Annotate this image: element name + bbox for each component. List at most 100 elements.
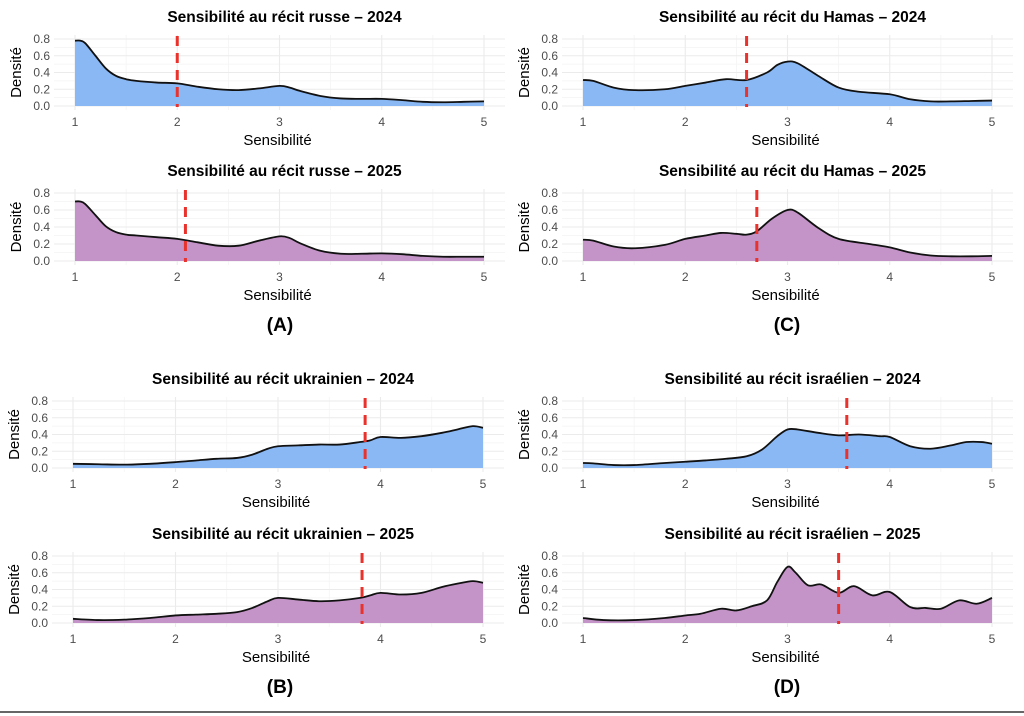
x-tick-label: 5 [481, 115, 488, 129]
y-tick-label: 0.6 [33, 203, 50, 217]
y-tick-label: 0.6 [541, 566, 558, 580]
y-axis-title: Densité [516, 564, 533, 615]
x-tick-label: 5 [989, 270, 996, 284]
density-area [73, 581, 483, 623]
chart-title: Sensibilité au récit ukrainien – 2025 [152, 526, 414, 543]
y-tick-label: 0.4 [541, 220, 558, 234]
y-tick-label: 0.0 [33, 99, 50, 113]
x-tick-label: 4 [886, 115, 893, 129]
x-axis-title: Sensibilité [751, 494, 819, 511]
y-tick-label: 0.2 [541, 237, 558, 251]
x-tick-label: 3 [276, 270, 283, 284]
y-tick-label: 0.4 [31, 428, 48, 442]
density-curve [582, 60, 993, 103]
y-tick-label: 0.8 [33, 32, 50, 46]
x-tick-label: 1 [580, 632, 587, 646]
x-tick-label: 2 [172, 477, 179, 491]
density-curve [582, 427, 993, 467]
y-tick-label: 0.2 [541, 444, 558, 458]
y-tick-label: 0.4 [541, 583, 558, 597]
x-tick-label: 1 [580, 477, 587, 491]
y-axis-title: Densité [516, 409, 533, 460]
y-tick-label: 0.8 [31, 549, 48, 563]
x-tick-label: 2 [682, 477, 689, 491]
panel-label-d: (D) [774, 677, 800, 698]
density-area [583, 566, 992, 623]
x-tick-label: 5 [480, 477, 487, 491]
panel-label-c: (C) [774, 315, 800, 336]
y-tick-label: 0.4 [541, 428, 558, 442]
x-tick-label: 1 [580, 270, 587, 284]
x-tick-label: 5 [480, 632, 487, 646]
y-tick-label: 0.6 [541, 411, 558, 425]
y-tick-label: 0.0 [31, 616, 48, 630]
panel-label-a: (A) [267, 315, 293, 336]
chart-title: Sensibilité au récit russe – 2024 [167, 9, 402, 26]
density-chart-ukrainien-2024: 0.0 0.2 0.4 0.6 0.8 1 2 3 4 5 Sensibilité au récit… [6, 371, 504, 511]
y-axis-title: Densité [6, 409, 23, 460]
y-tick-label: 0.4 [31, 583, 48, 597]
x-tick-label: 2 [174, 115, 181, 129]
density-curve [582, 565, 993, 622]
x-tick-label: 1 [72, 115, 79, 129]
density-curve [72, 580, 484, 622]
panel-label-b: (B) [267, 677, 293, 698]
x-tick-label: 3 [784, 477, 791, 491]
x-tick-label: 3 [784, 270, 791, 284]
density-curve [74, 39, 485, 104]
density-chart-hamas-2024: 0.0 0.2 0.4 0.6 0.8 1 2 3 4 5 Sensibilité au récit… [516, 9, 1013, 149]
density-curve [582, 208, 993, 258]
density-chart-israelien-2024: 0.0 0.2 0.4 0.6 0.8 1 2 3 4 5 Sensibilité au récit… [516, 371, 1013, 511]
x-tick-label: 3 [275, 632, 282, 646]
y-tick-label: 0.2 [31, 599, 48, 613]
x-tick-label: 4 [377, 477, 384, 491]
y-tick-label: 0.8 [541, 549, 558, 563]
y-tick-label: 0.4 [33, 220, 50, 234]
y-tick-label: 0.0 [541, 254, 558, 268]
density-curve [74, 200, 484, 258]
y-tick-label: 0.8 [541, 32, 558, 46]
density-chart-hamas-2025: 0.0 0.2 0.4 0.6 0.8 1 2 3 4 5 Sensibilité au récit… [516, 163, 1013, 304]
density-chart-israelien-2025: 0.0 0.2 0.4 0.6 0.8 1 2 3 4 5 Sensibilité au récit… [516, 526, 1013, 666]
density-chart-ukrainien-2025: 0.0 0.2 0.4 0.6 0.8 1 2 3 4 5 Sensibilité au récit… [6, 526, 504, 666]
x-tick-label: 5 [989, 632, 996, 646]
y-tick-label: 0.8 [31, 394, 48, 408]
chart-title: Sensibilité au récit du Hamas – 2025 [659, 163, 926, 180]
density-curve [72, 425, 484, 466]
chart-title: Sensibilité au récit ukrainien – 2024 [152, 371, 414, 388]
chart-title: Sensibilité au récit russe – 2025 [167, 163, 402, 180]
y-axis-title: Densité [8, 202, 25, 253]
y-tick-label: 0.4 [541, 66, 558, 80]
density-area [583, 61, 992, 106]
x-axis-title: Sensibilité [751, 132, 819, 149]
y-tick-label: 0.6 [31, 566, 48, 580]
x-tick-label: 1 [70, 477, 77, 491]
chart-title: Sensibilité au récit israélien – 2024 [665, 371, 921, 388]
x-tick-label: 4 [886, 270, 893, 284]
x-tick-label: 5 [989, 115, 996, 129]
x-tick-label: 2 [682, 632, 689, 646]
y-tick-label: 0.2 [541, 599, 558, 613]
y-tick-label: 0.0 [33, 254, 50, 268]
chart-title: Sensibilité au récit israélien – 2025 [665, 526, 921, 543]
density-area [583, 428, 992, 468]
y-tick-label: 0.8 [541, 394, 558, 408]
x-axis-title: Sensibilité [243, 132, 311, 149]
y-tick-label: 0.6 [33, 49, 50, 63]
density-area [75, 201, 484, 261]
chart-title: Sensibilité au récit du Hamas – 2024 [659, 9, 926, 26]
x-tick-label: 2 [174, 270, 181, 284]
x-tick-label: 1 [72, 270, 79, 284]
x-tick-label: 1 [580, 115, 587, 129]
x-tick-label: 3 [784, 115, 791, 129]
y-tick-label: 0.2 [33, 237, 50, 251]
y-tick-label: 0.2 [541, 82, 558, 96]
x-tick-label: 2 [172, 632, 179, 646]
y-axis-title: Densité [8, 47, 25, 98]
x-tick-label: 3 [784, 632, 791, 646]
x-tick-label: 4 [378, 270, 385, 284]
x-tick-label: 4 [886, 477, 893, 491]
y-tick-label: 0.0 [541, 461, 558, 475]
charts-layer: 0.0 0.2 0.4 0.6 0.8 1 2 3 4 5 Sensibilité au récit… [6, 9, 1013, 666]
